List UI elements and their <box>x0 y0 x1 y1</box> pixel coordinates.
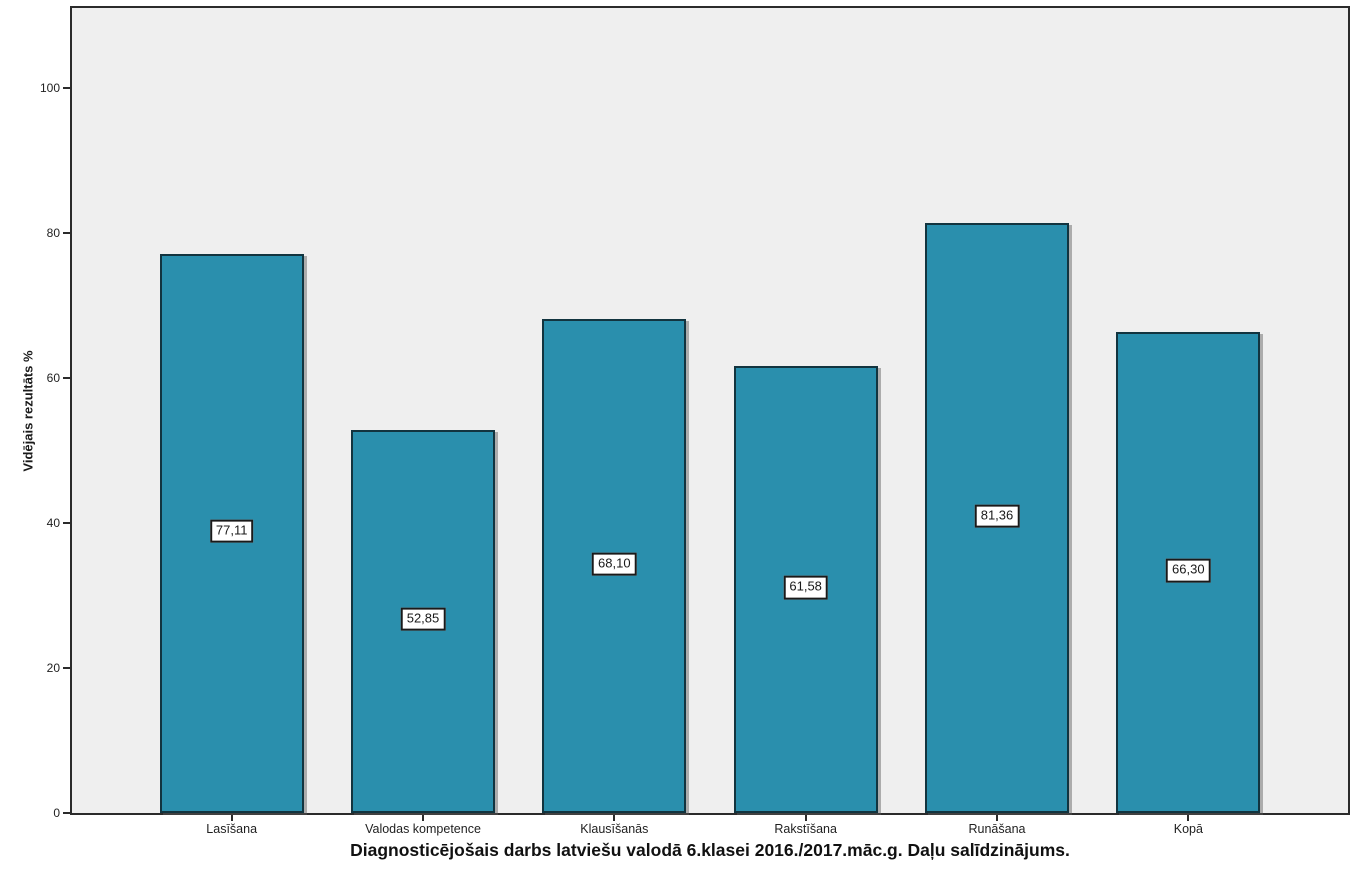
y-tick-mark <box>63 666 70 669</box>
bar-kop-: 66,30 <box>1116 332 1261 813</box>
y-tick-mark <box>63 86 70 89</box>
y-tick-mark <box>63 376 70 379</box>
bar-valodas-kompetence: 52,85 <box>351 429 495 813</box>
y-tick-mark <box>63 231 70 234</box>
bar-value-label: 81,36 <box>974 504 1020 528</box>
bar-run-ana: 81,36 <box>925 222 1069 813</box>
y-tick-label: 40 <box>46 515 60 530</box>
plot-area: 77,11 52,85 68,10 61,58 81,36 66,30 <box>70 6 1350 815</box>
y-tick-mark <box>63 812 70 814</box>
x-tick-mark <box>996 815 998 821</box>
bar-value-label: 77,11 <box>209 519 254 544</box>
y-axis-title: Vidējais rezultāts % <box>20 350 36 472</box>
x-tick-mark <box>804 815 807 821</box>
bar-las-ana: 77,11 <box>159 253 304 813</box>
x-tick-mark <box>230 815 233 821</box>
y-tick-mark <box>63 521 70 524</box>
y-tick-label: 20 <box>46 660 60 675</box>
y-tick-label: 80 <box>46 225 60 240</box>
x-tick-label-valodas-kompetence: Valodas kompetence <box>365 822 481 836</box>
chart-title: Diagnosticējošais darbs latviešu valodā … <box>350 840 1070 860</box>
y-tick-label: 60 <box>46 370 60 385</box>
x-tick-mark <box>422 815 424 821</box>
x-tick-mark <box>613 815 616 821</box>
bar-value-label: 66,30 <box>1166 558 1211 583</box>
x-tick-label-rakst-ana: Rakstīšana <box>774 822 837 836</box>
bar-value-label: 52,85 <box>400 607 446 631</box>
bar-value-label: 61,58 <box>783 576 828 600</box>
x-tick-label-kop-: Kopā <box>1173 822 1203 836</box>
bar-klaus-an-s: 68,10 <box>542 319 687 813</box>
x-tick-label-klaus-an-s: Klausīšanās <box>580 822 649 836</box>
x-tick-label-run-ana: Runāšana <box>968 822 1026 836</box>
x-tick-label-las-ana: Lasīšana <box>206 822 258 836</box>
bar-rakst-ana: 61,58 <box>733 366 878 813</box>
bar-value-label: 68,10 <box>592 552 637 576</box>
y-tick-label: 100 <box>39 80 60 95</box>
y-tick-label: 0 <box>53 806 60 820</box>
x-tick-mark <box>1187 815 1190 821</box>
